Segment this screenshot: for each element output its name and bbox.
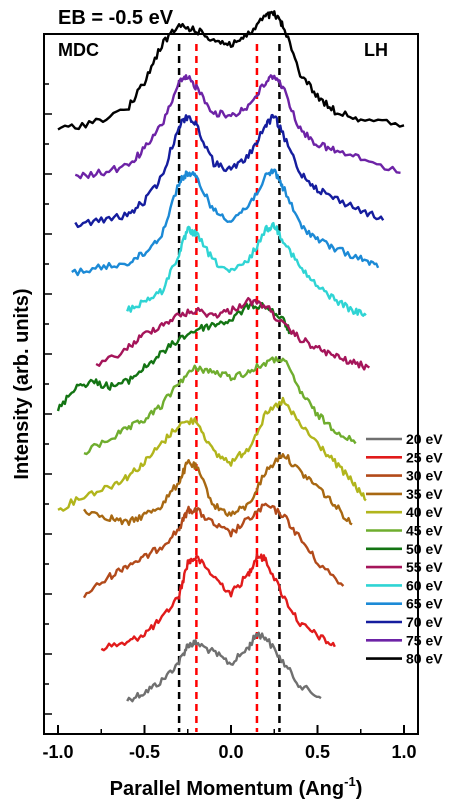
series-line-45-ev bbox=[83, 356, 357, 456]
x-tick-label: -1.0 bbox=[42, 742, 73, 762]
series-line-70-ev bbox=[74, 113, 385, 229]
legend-label: 45 eV bbox=[406, 523, 443, 539]
legend-label: 70 eV bbox=[406, 614, 443, 630]
legend-label: 50 eV bbox=[406, 541, 443, 557]
series-line-55-ev bbox=[95, 297, 371, 371]
series-line-65-ev bbox=[71, 168, 380, 277]
legend-label: 75 eV bbox=[406, 632, 443, 648]
chart-title: EB = -0.5 eV bbox=[58, 7, 174, 29]
series-line-30-ev bbox=[82, 502, 345, 599]
series-line-80-ev bbox=[57, 10, 405, 131]
legend-label: 30 eV bbox=[406, 468, 443, 484]
annotation-mdc: MDC bbox=[58, 40, 99, 60]
legend-label: 40 eV bbox=[406, 504, 443, 520]
series-line-60-ev bbox=[126, 221, 367, 317]
legend-label: 60 eV bbox=[406, 577, 443, 593]
y-axis-label: Intensity (arb. units) bbox=[11, 288, 33, 479]
x-tick-label: 0.5 bbox=[305, 742, 330, 762]
series-line-50-ev bbox=[56, 301, 293, 412]
x-axis-label-close: ) bbox=[356, 778, 363, 800]
legend-label: 20 eV bbox=[406, 431, 443, 447]
x-axis-label-main: Parallel Momentum (Ang bbox=[110, 778, 344, 800]
series-line-35-ev bbox=[83, 453, 353, 526]
reference-lines bbox=[177, 44, 281, 732]
annotation-lh: LH bbox=[364, 40, 388, 60]
x-tick-label: -0.5 bbox=[129, 742, 160, 762]
x-tick-label: 1.0 bbox=[391, 742, 416, 762]
x-axis-ticks: -1.0 -0.5 0.0 0.5 1.0 bbox=[42, 725, 417, 762]
series-line-20-ev bbox=[126, 631, 322, 703]
series-line-25-ev bbox=[100, 553, 336, 652]
x-axis-label-superscript: -1 bbox=[344, 774, 356, 789]
legend: 20 eV 25 eV 30 eV 35 eV 40 eV 45 eV 50 eV 55 eV… bbox=[366, 431, 443, 667]
legend-label: 55 eV bbox=[406, 559, 443, 575]
series-lines bbox=[56, 10, 405, 703]
legend-label: 65 eV bbox=[406, 596, 443, 612]
legend-label: 35 eV bbox=[406, 486, 443, 502]
legend-label: 80 eV bbox=[406, 651, 443, 667]
x-tick-label: 0.0 bbox=[218, 742, 243, 762]
series-line-40-ev bbox=[57, 396, 367, 512]
series-line-75-ev bbox=[74, 74, 401, 180]
x-axis-label: Parallel Momentum (Ang-1) bbox=[110, 774, 363, 800]
legend-label: 25 eV bbox=[406, 449, 443, 465]
y-axis-ticks bbox=[44, 83, 52, 715]
